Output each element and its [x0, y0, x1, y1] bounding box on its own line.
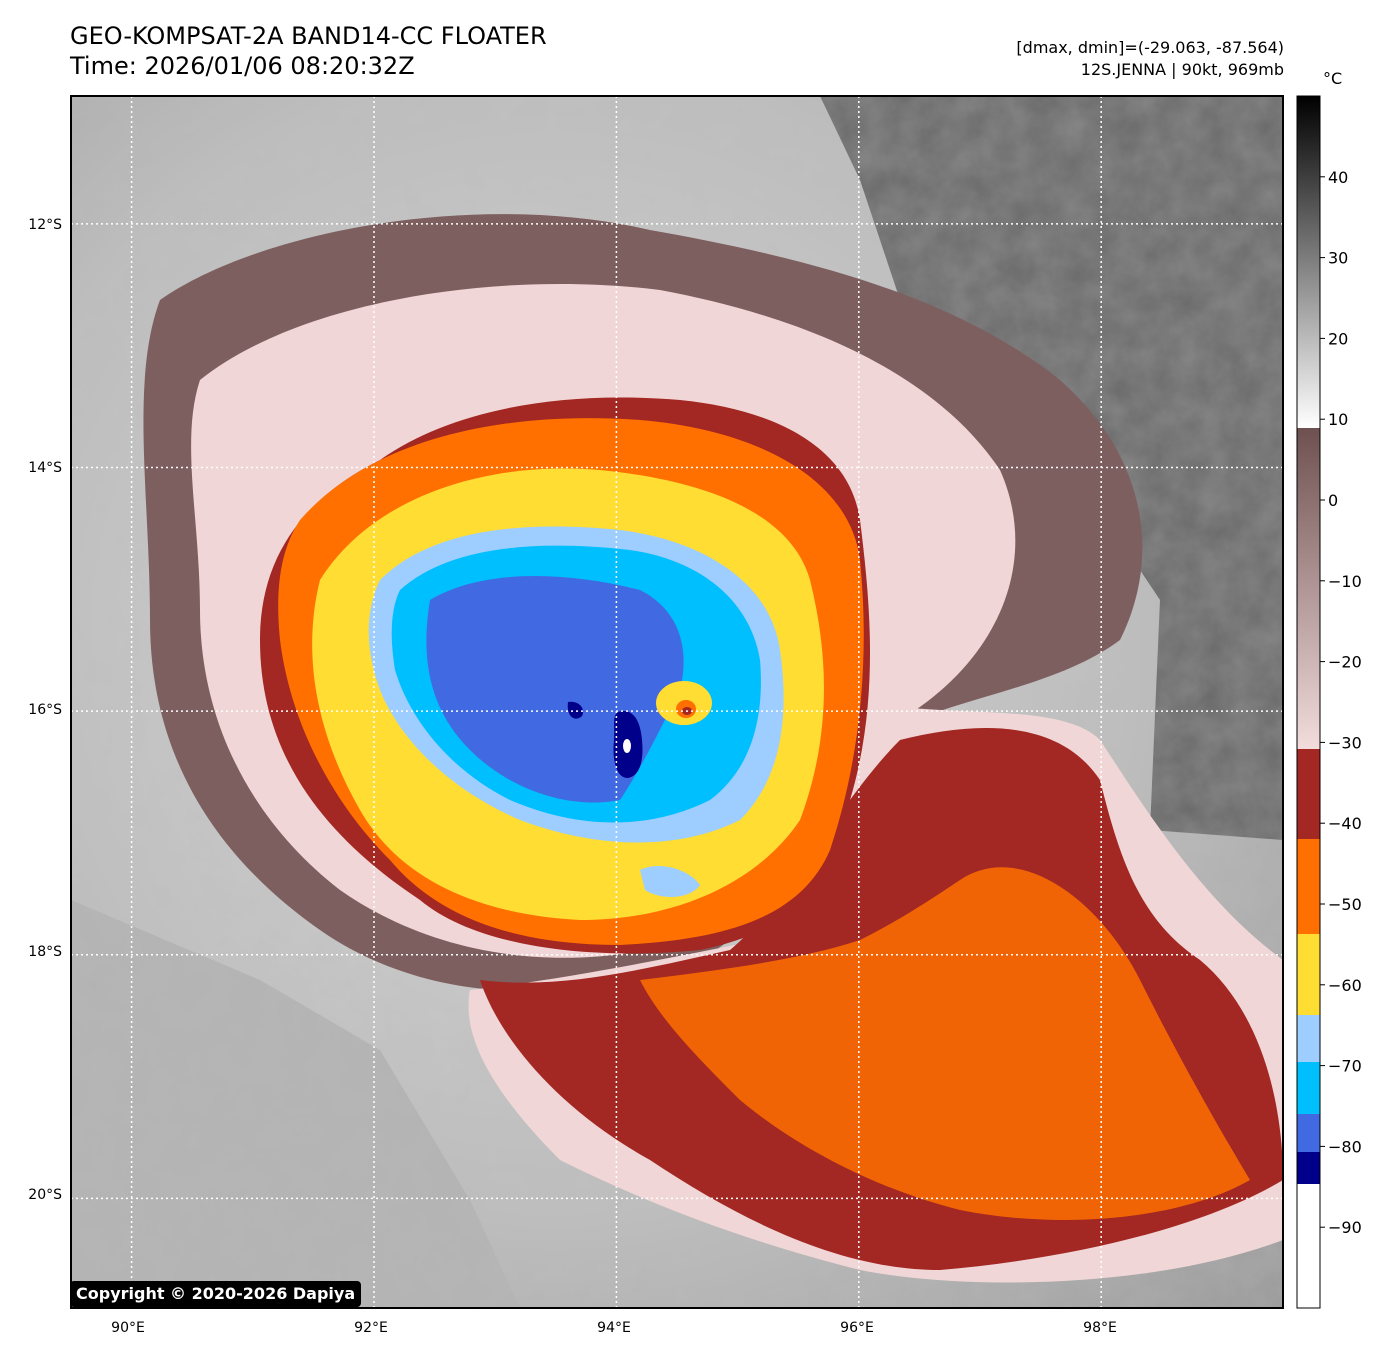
lon-label-98e: 98°E — [1083, 1320, 1117, 1336]
colorbar: °C 40 30 20 10 0 −10 −20 −30 −40 −50 −60 −70 −80 −90 — [1296, 69, 1362, 1309]
time-title: Time: 2026/01/06 08:20:32Z — [70, 52, 415, 80]
cbar-tick-label: −60 — [1328, 976, 1362, 995]
lon-label-94e: 94°E — [597, 1320, 631, 1336]
cbar-tick-label: 40 — [1328, 168, 1348, 187]
latitude-labels: 12°S 14°S 16°S 18°S 20°S — [28, 217, 62, 1203]
white-overshoot — [623, 739, 631, 753]
cbar-orange-segment — [1297, 839, 1320, 934]
cbar-tick-label: −90 — [1328, 1218, 1362, 1237]
cbar-tick-label: 0 — [1328, 491, 1338, 510]
lon-label-90e: 90°E — [111, 1320, 145, 1336]
cbar-frame — [1296, 95, 1321, 1309]
copyright-badge: Copyright © 2020-2026 Dapiya — [70, 1281, 362, 1307]
navy-cell — [567, 701, 584, 719]
cbar-tick-label: −50 — [1328, 895, 1362, 914]
cbar-gray-segment — [1297, 96, 1320, 428]
cbar-tick-label: −20 — [1328, 653, 1362, 672]
cbar-tick-label: −70 — [1328, 1057, 1362, 1076]
data-range-text: [dmax, dmin]=(-29.063, -87.564) — [1016, 38, 1284, 57]
graticule — [71, 96, 1283, 1308]
lat-label-18s: 18°S — [28, 944, 62, 960]
cbar-tick-label: −80 — [1328, 1137, 1362, 1156]
cbar-unit: °C — [1323, 69, 1342, 88]
cbar-tick-label: −40 — [1328, 814, 1362, 833]
lat-label-12s: 12°S — [28, 217, 62, 233]
cbar-lightblue-segment — [1297, 1015, 1320, 1062]
cbar-cyan-segment — [1297, 1062, 1320, 1114]
cbar-tick-label: −30 — [1328, 733, 1362, 752]
product-title: GEO-KOMPSAT-2A BAND14-CC FLOATER — [70, 22, 547, 50]
lightblue-cell — [640, 865, 700, 897]
storm-info-text: 12S.JENNA | 90kt, 969mb — [1080, 60, 1284, 79]
cbar-ticks: 40 30 20 10 0 −10 −20 −30 −40 −50 −60 −70 −80 −90 — [1320, 168, 1362, 1237]
ir-imagery — [71, 96, 1283, 1308]
cbar-yellow-segment — [1297, 934, 1320, 1015]
lat-label-14s: 14°S — [28, 460, 62, 476]
map-frame — [70, 95, 1284, 1309]
lat-label-20s: 20°S — [28, 1187, 62, 1203]
cbar-tick-label: 30 — [1328, 249, 1348, 268]
cbar-brown-segment — [1297, 428, 1320, 749]
cbar-darkred-segment — [1297, 749, 1320, 839]
lat-label-16s: 16°S — [28, 702, 62, 718]
lon-label-92e: 92°E — [354, 1320, 388, 1336]
longitude-labels: 90°E 92°E 94°E 96°E 98°E — [111, 1320, 1117, 1336]
cbar-blue-segment — [1297, 1114, 1320, 1152]
cbar-tick-label: 10 — [1328, 410, 1348, 429]
cbar-tick-label: −10 — [1328, 572, 1362, 591]
cbar-navy-segment — [1297, 1152, 1320, 1184]
cbar-white-segment — [1297, 1184, 1320, 1308]
lon-label-96e: 96°E — [840, 1320, 874, 1336]
cbar-tick-label: 20 — [1328, 329, 1348, 348]
